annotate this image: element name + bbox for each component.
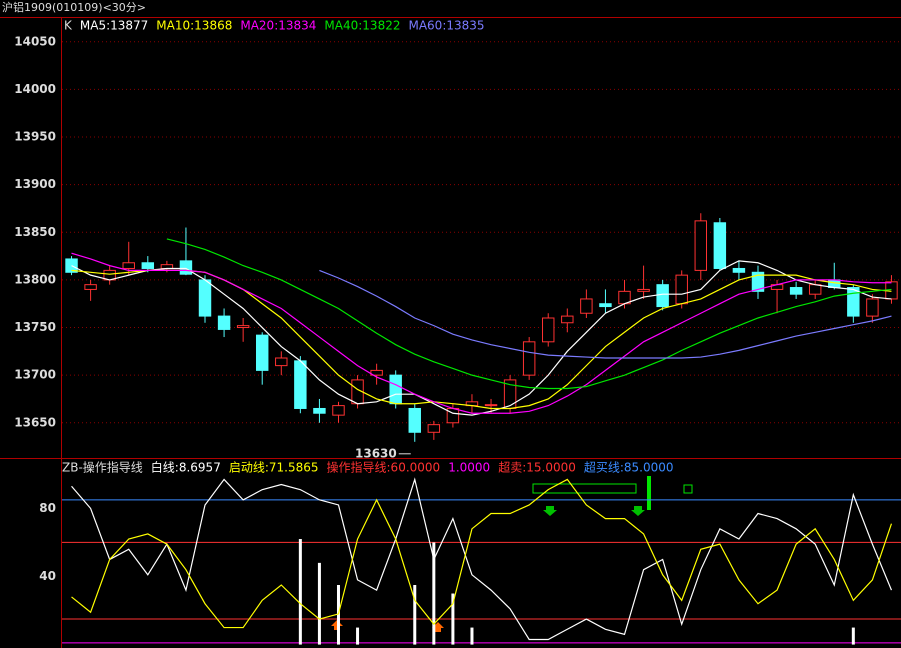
candle-body	[713, 222, 727, 269]
candle-body	[198, 279, 212, 317]
histogram-bar	[432, 542, 436, 645]
y-tick-label: 13850	[14, 225, 56, 239]
histogram-bar	[356, 627, 360, 645]
legend-entry: MA60:13835	[408, 19, 484, 33]
ma-line	[71, 252, 892, 414]
histogram-bar	[451, 593, 455, 645]
candle-body	[751, 271, 765, 292]
candle-body	[84, 284, 97, 290]
candle-body	[275, 357, 288, 367]
indicator-line	[71, 477, 893, 641]
candle-body	[179, 260, 193, 275]
y-tick-label: 13650	[14, 415, 56, 429]
candle-body	[408, 407, 421, 433]
y-tick-label: 13900	[14, 177, 56, 191]
sell-arrow	[631, 506, 645, 516]
indicator-line	[71, 478, 893, 629]
candle-body	[789, 287, 803, 295]
candle-body	[561, 315, 574, 324]
instrument-title: 沪铝1909(010109)<30分>	[2, 0, 146, 14]
candle-body	[542, 317, 555, 343]
ma-line	[166, 238, 892, 390]
candle-body	[370, 369, 383, 376]
candle-body	[389, 374, 402, 405]
y-tick-label: 40	[39, 569, 56, 583]
legend-entry: K	[64, 19, 73, 33]
y-tick-label: 13800	[14, 272, 56, 286]
histogram-bar	[470, 627, 474, 645]
candle-body	[694, 220, 708, 271]
candle-body	[122, 262, 135, 269]
candle-body	[599, 303, 612, 308]
sell-arrow	[543, 506, 557, 516]
legend-entry: 1.0000	[448, 461, 490, 475]
candle-body	[332, 405, 345, 416]
signal-bar	[647, 476, 651, 510]
candle-body	[236, 325, 250, 329]
histogram-bar	[317, 562, 321, 645]
candle-body	[427, 424, 441, 433]
candle-body	[732, 267, 746, 273]
candle-body	[847, 287, 860, 317]
y-tick-label: 14050	[14, 34, 56, 48]
candle-body	[580, 298, 593, 314]
candle-body	[656, 284, 669, 308]
legend-entry: 启动线:71.5865	[229, 461, 319, 475]
candle-body	[217, 315, 231, 330]
signal-box	[683, 484, 693, 494]
candle-body	[637, 288, 650, 292]
annotation-label: 13630	[355, 446, 397, 460]
candle-body	[866, 298, 879, 317]
y-tick-label: 13750	[14, 320, 56, 334]
legend-entry: ZB-操作指导线	[62, 460, 143, 475]
histogram-bar	[298, 539, 302, 645]
histogram-bar	[851, 627, 855, 645]
legend-entry: 超卖:15.0000	[498, 460, 576, 475]
y-tick-label: 14000	[14, 82, 56, 96]
candle-body	[255, 334, 269, 371]
candle-body	[141, 262, 155, 269]
y-tick-label: 13700	[14, 368, 56, 382]
candle-body	[675, 274, 688, 305]
candle-body	[484, 404, 498, 407]
legend-entry: 白线:8.6957	[151, 460, 221, 475]
y-tick-label: 80	[39, 501, 56, 515]
histogram-bar	[336, 585, 340, 645]
legend-entry: MA20:13834	[240, 19, 316, 33]
legend-entry: 超买线:85.0000	[584, 460, 674, 475]
candle-body	[808, 284, 822, 295]
candle-body	[294, 360, 307, 409]
legend-entry: MA40:13822	[324, 19, 400, 33]
candle-body	[522, 341, 536, 376]
legend-entry: MA10:13868	[156, 19, 232, 33]
ma-line	[319, 269, 892, 359]
legend-entry: 操作指导线:60.0000	[327, 460, 441, 475]
y-tick-label: 13950	[14, 130, 56, 144]
legend-entry: MA5:13877	[80, 19, 148, 33]
signal-box	[532, 483, 637, 494]
histogram-bar	[413, 585, 417, 645]
candle-body	[313, 407, 326, 414]
